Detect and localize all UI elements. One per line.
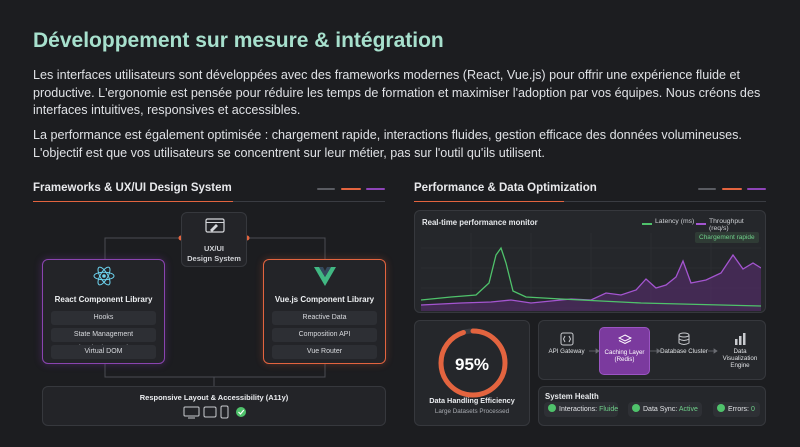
system-health-title: System Health — [545, 392, 599, 401]
pipeline-node-visualization: Data Visualization Engine — [716, 327, 764, 375]
react-item-state-management: State Management (Redux/Context) — [51, 328, 156, 352]
check-icon — [548, 404, 556, 413]
efficiency-subtitle: Large Datasets Processed — [434, 408, 510, 415]
legend-throughput-label: Throughput (req/s) — [709, 218, 744, 232]
layers-icon — [617, 334, 632, 345]
react-library-card: React Component Library Hooks State Mana… — [42, 259, 165, 364]
section-divider — [33, 201, 385, 202]
react-item-virtual-dom: Virtual DOM — [51, 345, 156, 359]
decor-dash — [722, 188, 742, 190]
legend-throughput-swatch — [696, 223, 706, 225]
brackets-icon — [560, 332, 573, 346]
design-system-box: UX/UI Design System — [181, 212, 247, 267]
react-item-hooks: Hooks — [51, 311, 156, 325]
efficiency-card: 95% Data Handling Efficiency Large Datas… — [414, 320, 530, 426]
device-icons — [183, 405, 246, 419]
decor-dash — [747, 188, 766, 190]
health-chip-data-sync: Data Sync: Active — [628, 402, 702, 417]
efficiency-gauge — [438, 328, 508, 398]
pipeline-label: Data Visualization Engine — [722, 348, 758, 369]
vue-item-vue-router: Vue Router — [272, 345, 377, 359]
performance-paragraph: La performance est également optimisée :… — [33, 128, 742, 160]
vue-library-card: Vue.js Component Library Reactive Data C… — [263, 259, 386, 364]
decor-dash — [341, 188, 361, 190]
design-system-label: UX/UI Design System — [187, 244, 241, 263]
vue-icon — [314, 267, 336, 286]
react-icon — [93, 266, 115, 286]
performance-monitor-card: Real-time performance monitor Latency (m… — [414, 210, 766, 313]
connector-lines — [104, 235, 326, 386]
check-icon — [632, 404, 640, 413]
pipeline-label: API Gateway — [548, 348, 585, 355]
performance-chart — [421, 233, 761, 311]
legend-latency-swatch — [642, 223, 652, 225]
responsive-label: Responsive Layout & Accessibility (A11y) — [139, 393, 289, 402]
health-chip-interactions: Interactions: Fluide — [544, 402, 618, 417]
section-title-frameworks: Frameworks & UX/UI Design System — [33, 182, 232, 194]
vue-library-title: Vue.js Component Library — [274, 295, 375, 304]
vue-item-reactive-data: Reactive Data — [272, 311, 377, 325]
pipeline-label: Caching Layer (Redis) — [604, 349, 645, 363]
fast-loading-badge: Chargement rapide — [695, 232, 759, 243]
legend-latency-label: Latency (ms) — [655, 218, 695, 225]
database-icon — [678, 332, 690, 345]
pipeline-arrows — [589, 348, 718, 354]
efficiency-value: 95% — [454, 355, 490, 374]
pipeline-node-database: Database Cluster — [660, 327, 708, 375]
check-icon — [717, 404, 725, 413]
vue-item-composition-api: Composition API — [272, 328, 377, 342]
data-pipeline-card: API Gateway Caching Layer (Redis) Databa… — [538, 320, 766, 380]
page-title: Développement sur mesure & intégration — [33, 29, 444, 52]
pipeline-node-api-gateway: API Gateway — [544, 327, 589, 375]
section-title-performance: Performance & Data Optimization — [414, 182, 597, 194]
design-tool-icon — [205, 218, 225, 233]
decor-dash — [698, 188, 716, 190]
health-chip-errors: Errors: 0 — [713, 402, 760, 417]
monitor-title: Real-time performance monitor — [422, 218, 538, 227]
intro-paragraph: Les interfaces utilisateurs sont dévelop… — [33, 68, 761, 117]
pipeline-node-caching-layer: Caching Layer (Redis) — [599, 327, 650, 375]
responsive-accessibility-box: Responsive Layout & Accessibility (A11y) — [42, 386, 386, 426]
efficiency-title: Data Handling Efficiency — [429, 396, 515, 405]
decor-dash — [366, 188, 385, 190]
bar-chart-icon — [735, 333, 746, 345]
decor-dash — [317, 188, 335, 190]
pipeline-label: Database Cluster — [660, 348, 708, 355]
react-library-title: React Component Library — [54, 295, 153, 304]
section-divider — [414, 201, 766, 202]
